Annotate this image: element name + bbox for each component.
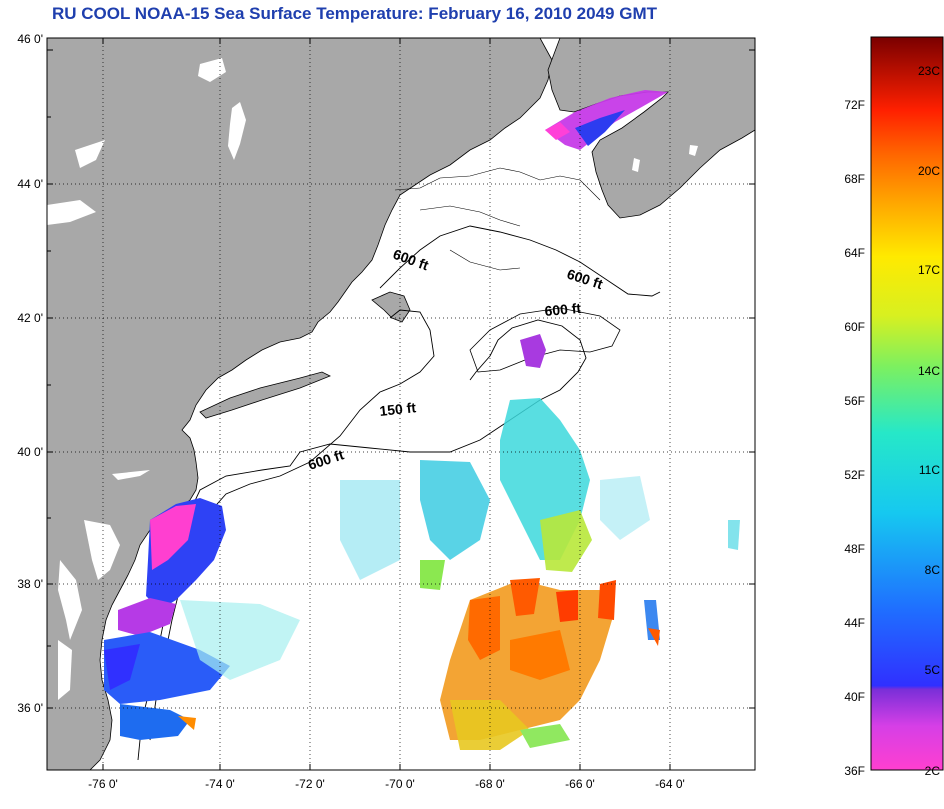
lat-label: 38 0': [17, 577, 43, 591]
lat-label: 36 0': [17, 701, 43, 715]
lake: [689, 145, 698, 156]
depth-label: 150 ft: [379, 399, 417, 419]
lat-label: 46 0': [17, 32, 43, 46]
lon-label: -64 0': [655, 777, 685, 791]
us-land: [47, 38, 553, 770]
colorbar-c-label: 5C: [925, 663, 941, 677]
colorbar-f-label: 52F: [844, 468, 865, 482]
lon-label: -72 0': [295, 777, 325, 791]
colorbar-f-label: 72F: [844, 98, 865, 112]
lake: [198, 58, 226, 82]
colorbar-c-label: 14C: [918, 364, 940, 378]
lon-label: -68 0': [475, 777, 505, 791]
colorbar-f-label: 68F: [844, 172, 865, 186]
colorbar-f-label: 36F: [844, 764, 865, 778]
lat-label: 44 0': [17, 177, 43, 191]
colorbar-f-label: 40F: [844, 690, 865, 704]
depth-label: 600 ft: [544, 300, 582, 319]
lon-label: -76 0': [88, 777, 118, 791]
sst-data: [104, 90, 740, 750]
lat-label: 42 0': [17, 311, 43, 325]
lake: [75, 140, 105, 168]
colorbar: [870, 36, 944, 771]
river: [58, 640, 72, 700]
chesapeake-bay: [84, 520, 120, 580]
lat-label: 40 0': [17, 445, 43, 459]
lake: [632, 158, 640, 172]
frame-ticks: [47, 38, 755, 770]
colorbar-c-label: 11C: [919, 463, 940, 477]
colorbar-f-label: 44F: [844, 616, 865, 630]
map-title: RU COOL NOAA-15 Sea Surface Temperature:…: [52, 4, 657, 23]
lon-label: -66 0': [565, 777, 595, 791]
depth-contour-georges: [469, 307, 621, 373]
colorbar-f-label: 56F: [844, 394, 865, 408]
colorbar-f-label: 64F: [844, 246, 865, 260]
colorbar-c-label: 20C: [918, 164, 940, 178]
coastline-detail: [394, 167, 601, 271]
colorbar-f-label: 60F: [844, 320, 865, 334]
lake: [228, 102, 246, 160]
lon-label: -74 0': [205, 777, 235, 791]
colorbar-c-label: 23C: [918, 64, 940, 78]
cape-cod: [371, 291, 411, 323]
river: [58, 560, 82, 640]
map-frame: [46, 37, 756, 771]
colorbar-c-label: 8C: [925, 563, 941, 577]
colorbar-f-label: 48F: [844, 542, 865, 556]
colorbar-c-label: 17C: [918, 263, 940, 277]
colorbar-c-label: 2C: [925, 764, 941, 778]
lake: [47, 200, 96, 225]
maritimes-land: [547, 38, 755, 219]
depth-contour-600ft-gulf: [379, 225, 661, 297]
long-island: [199, 371, 331, 419]
lon-label: -70 0': [385, 777, 415, 791]
bay: [112, 470, 150, 480]
